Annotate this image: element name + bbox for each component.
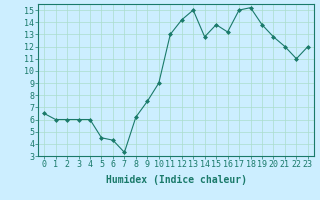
X-axis label: Humidex (Indice chaleur): Humidex (Indice chaleur) <box>106 175 246 185</box>
